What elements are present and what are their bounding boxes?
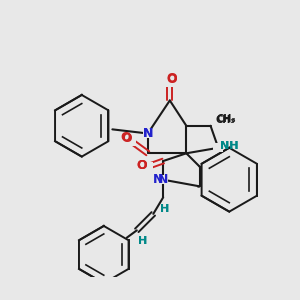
Text: CH₃: CH₃: [215, 115, 235, 125]
FancyBboxPatch shape: [143, 162, 153, 171]
Text: NH: NH: [220, 141, 239, 151]
Text: N: N: [142, 127, 153, 140]
Text: H: H: [138, 236, 147, 246]
FancyBboxPatch shape: [143, 129, 153, 138]
Text: O: O: [122, 133, 132, 146]
FancyBboxPatch shape: [165, 78, 175, 87]
Text: O: O: [136, 159, 146, 172]
Text: H: H: [160, 204, 169, 214]
Text: H: H: [138, 236, 147, 246]
FancyBboxPatch shape: [158, 175, 168, 184]
Text: NH: NH: [220, 141, 239, 151]
Text: N: N: [158, 173, 168, 186]
Text: N: N: [152, 173, 163, 186]
FancyBboxPatch shape: [126, 137, 136, 146]
Text: O: O: [121, 131, 131, 144]
Text: O: O: [167, 73, 177, 86]
Text: CH₃: CH₃: [216, 114, 236, 124]
Text: N: N: [142, 127, 153, 140]
Text: O: O: [167, 72, 177, 85]
FancyBboxPatch shape: [213, 143, 223, 152]
Text: H: H: [160, 204, 169, 214]
Text: O: O: [136, 159, 146, 172]
